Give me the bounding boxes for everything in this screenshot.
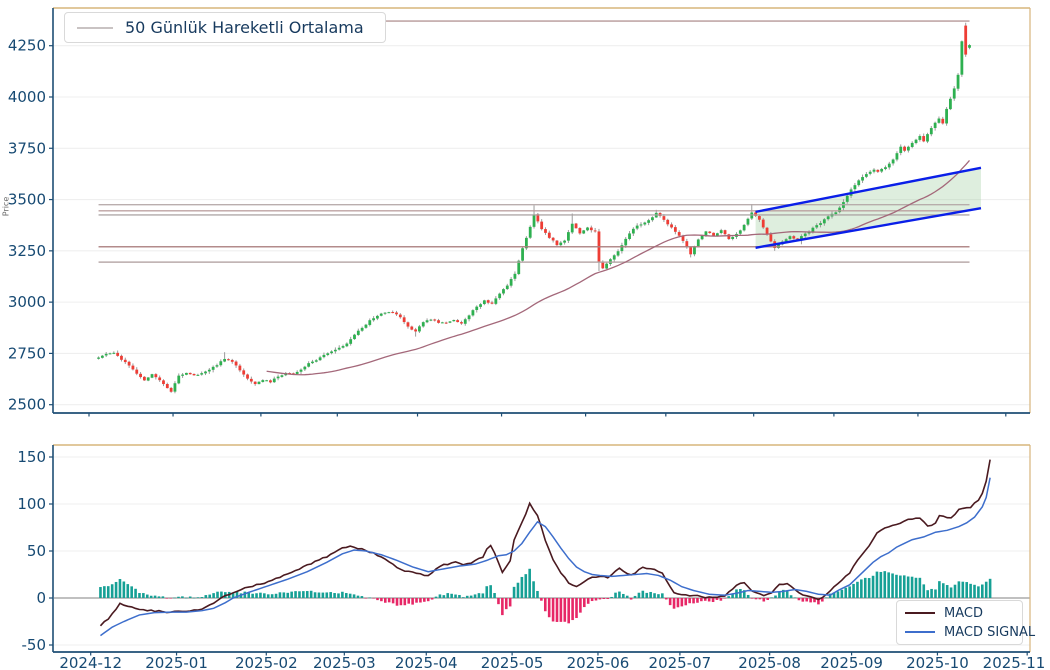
- svg-text:2025-09: 2025-09: [820, 654, 883, 670]
- svg-text:3250: 3250: [8, 242, 46, 260]
- svg-text:3750: 3750: [8, 139, 46, 157]
- svg-text:2025-04: 2025-04: [395, 654, 458, 670]
- ma50-legend: 50 Günlük Hareketli Ortalama: [64, 12, 386, 43]
- macd-legend-line-icon: [905, 612, 935, 614]
- svg-text:0: 0: [36, 589, 46, 607]
- macd-legend-row: MACD: [905, 606, 983, 621]
- ma50-legend-label: 50 Günlük Hareketli Ortalama: [125, 18, 364, 37]
- svg-text:2025-02: 2025-02: [235, 654, 298, 670]
- svg-text:2500: 2500: [8, 396, 46, 414]
- macd-legend: MACD MACD SIGNAL: [896, 600, 1035, 645]
- svg-text:2025-11: 2025-11: [983, 654, 1046, 670]
- svg-text:2025-01: 2025-01: [145, 654, 208, 670]
- svg-text:-50: -50: [22, 636, 47, 654]
- svg-text:150: 150: [17, 448, 46, 466]
- svg-text:2750: 2750: [8, 344, 46, 362]
- macd-signal-legend-row: MACD SIGNAL: [905, 625, 1035, 640]
- price-axis-label: Price: [1, 196, 11, 217]
- ma50-legend-line-icon: [77, 26, 113, 29]
- svg-text:2025-07: 2025-07: [649, 654, 712, 670]
- svg-text:2024-12: 2024-12: [59, 654, 122, 670]
- svg-text:2025-08: 2025-08: [738, 654, 801, 670]
- macd-signal-legend-label: MACD SIGNAL: [944, 624, 1036, 640]
- svg-text:2025-05: 2025-05: [481, 654, 544, 670]
- svg-text:3500: 3500: [8, 191, 46, 209]
- svg-text:2025-06: 2025-06: [567, 654, 630, 670]
- svg-text:2025-10: 2025-10: [906, 654, 969, 670]
- svg-text:2025-03: 2025-03: [313, 654, 376, 670]
- macd-legend-label: MACD: [944, 605, 983, 621]
- svg-text:50: 50: [27, 542, 46, 560]
- svg-text:4000: 4000: [8, 88, 46, 106]
- svg-text:100: 100: [17, 495, 46, 513]
- macd-signal-legend-line-icon: [905, 631, 935, 633]
- svg-text:3000: 3000: [8, 293, 46, 311]
- svg-text:4250: 4250: [8, 37, 46, 55]
